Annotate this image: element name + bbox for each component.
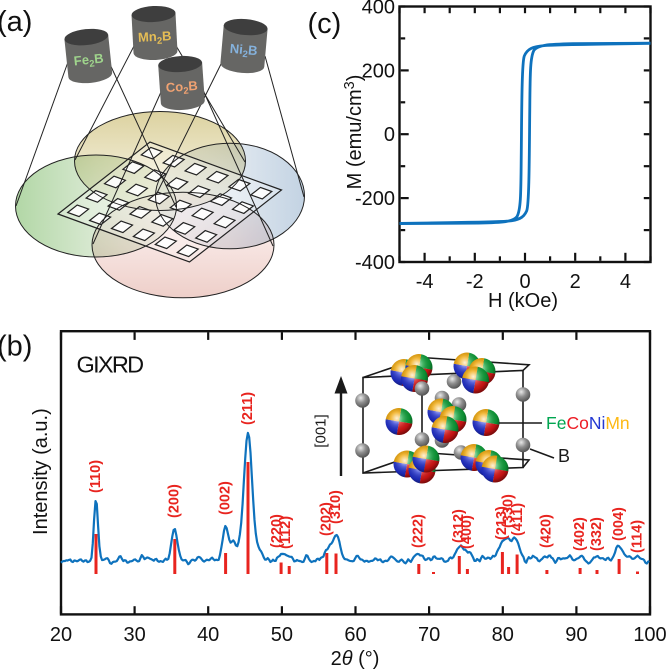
svg-text:[001]: [001] xyxy=(313,414,330,447)
svg-text:200: 200 xyxy=(362,60,395,82)
svg-text:0: 0 xyxy=(519,271,530,293)
svg-text:(112): (112) xyxy=(278,516,294,549)
svg-text:(222): (222) xyxy=(411,514,427,548)
svg-text:M (emu/cm3): M (emu/cm3) xyxy=(342,75,366,190)
svg-text:(213): (213) xyxy=(494,506,510,540)
svg-text:(002): (002) xyxy=(217,481,233,515)
svg-text:(114): (114) xyxy=(629,520,645,553)
svg-text:Ni2B: Ni2B xyxy=(229,41,258,61)
svg-text:Mn2B: Mn2B xyxy=(138,28,172,48)
svg-text:(110): (110) xyxy=(88,460,104,493)
svg-text:-200: -200 xyxy=(355,188,395,210)
svg-text:-4: -4 xyxy=(416,271,434,293)
svg-text:50: 50 xyxy=(271,624,293,646)
svg-text:GIXRD: GIXRD xyxy=(77,352,144,378)
svg-text:70: 70 xyxy=(418,624,440,646)
svg-text:Intensity (a.u.): Intensity (a.u.) xyxy=(30,408,52,535)
svg-text:(c): (c) xyxy=(308,8,342,40)
svg-text:80: 80 xyxy=(492,624,514,646)
svg-text:(411): (411) xyxy=(510,503,526,536)
svg-text:B: B xyxy=(558,446,570,466)
svg-text:-2: -2 xyxy=(466,271,484,293)
svg-text:2θ (°): 2θ (°) xyxy=(331,648,380,670)
svg-text:2: 2 xyxy=(570,271,581,293)
svg-text:4: 4 xyxy=(620,271,631,293)
svg-text:20: 20 xyxy=(50,624,72,646)
svg-text:(202): (202) xyxy=(319,502,335,536)
svg-text:90: 90 xyxy=(565,624,587,646)
svg-text:H (kOe): H (kOe) xyxy=(488,290,558,312)
svg-text:FeCoNiMn: FeCoNiMn xyxy=(546,413,630,433)
svg-text:(200): (200) xyxy=(167,484,183,518)
svg-text:-400: -400 xyxy=(355,252,395,274)
svg-text:0: 0 xyxy=(384,124,395,146)
svg-text:30: 30 xyxy=(123,624,145,646)
svg-text:(211): (211) xyxy=(240,392,256,425)
svg-text:(004): (004) xyxy=(611,507,627,541)
svg-text:(a): (a) xyxy=(0,6,32,38)
svg-text:(220): (220) xyxy=(269,514,285,548)
svg-text:(420): (420) xyxy=(539,514,555,548)
svg-text:40: 40 xyxy=(197,624,219,646)
svg-text:(332): (332) xyxy=(589,517,605,551)
svg-text:(330): (330) xyxy=(500,494,516,528)
svg-text:(312): (312) xyxy=(451,509,467,543)
svg-text:60: 60 xyxy=(344,624,366,646)
svg-text:(310): (310) xyxy=(328,490,344,524)
svg-text:(400): (400) xyxy=(459,515,475,549)
svg-text:100: 100 xyxy=(633,624,666,646)
svg-text:Co2B: Co2B xyxy=(165,78,198,98)
svg-text:(402): (402) xyxy=(572,517,588,551)
svg-text:400: 400 xyxy=(362,0,395,19)
svg-text:(b): (b) xyxy=(0,331,32,363)
